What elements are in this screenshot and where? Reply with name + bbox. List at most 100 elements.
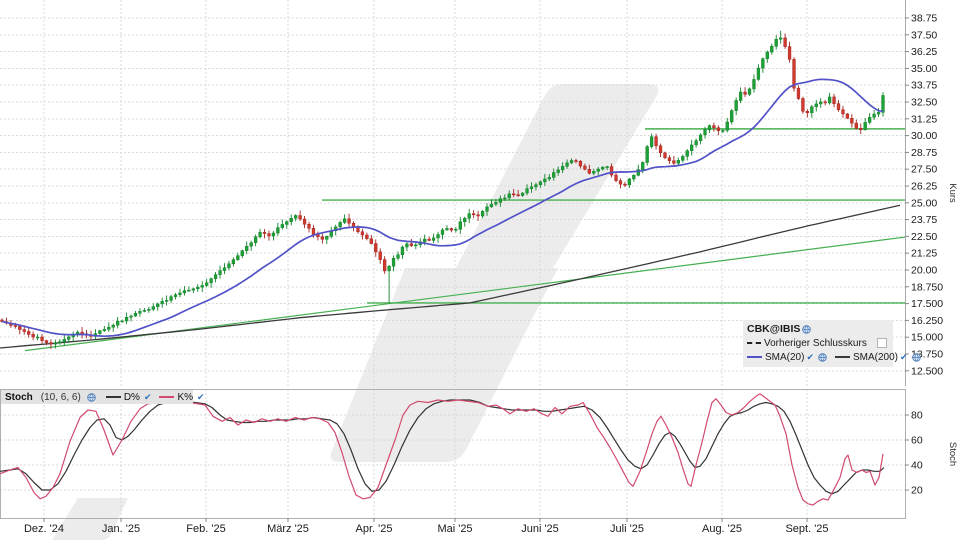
candle-body	[423, 238, 427, 243]
d-check-icon[interactable]: ✔	[143, 391, 152, 402]
candle-body	[859, 128, 863, 130]
chart-legend: CBK@IBIS Vorheriger Schlusskurs SMA(20) …	[743, 320, 921, 367]
candle-body	[538, 181, 543, 185]
candle-body	[507, 193, 511, 199]
candle-body	[476, 214, 480, 217]
time-tick-label: März '25	[267, 523, 309, 535]
candle-body	[445, 228, 449, 231]
legend-row-smas: SMA(20) ✔ SMA(200) ✔	[747, 350, 921, 364]
candle-body	[31, 334, 35, 338]
price-tick-label: 12.500	[911, 365, 943, 377]
globe-icon[interactable]	[87, 392, 96, 402]
candle-body	[552, 172, 556, 178]
candle-body	[249, 242, 253, 247]
candle-body	[578, 160, 583, 167]
candle-body	[227, 263, 231, 269]
k-series-label: K%	[177, 391, 194, 403]
candle-body	[262, 232, 267, 234]
candle-body	[276, 227, 280, 234]
price-tick-label: 18.750	[911, 281, 943, 293]
candle-body	[641, 162, 645, 170]
candle-body	[378, 251, 382, 260]
candle-body	[587, 169, 591, 174]
candle-body	[725, 121, 729, 131]
prev-close-checkbox[interactable]	[877, 338, 887, 348]
candle-body	[160, 300, 164, 305]
candle-body	[636, 169, 640, 176]
candle-body	[765, 51, 769, 59]
time-axis: Dez. '24 Jan. '25 Feb. '25 März '25 Apr. '25…	[24, 518, 829, 535]
price-tick-label: 38.75	[911, 13, 937, 25]
time-tick-label: Jan. '25	[102, 523, 140, 535]
candle-body	[240, 250, 244, 256]
candle-body	[547, 177, 551, 180]
candle-body	[298, 215, 302, 220]
time-tick-label: Juli '25	[610, 523, 644, 535]
time-tick-label: Apr. '25	[356, 523, 393, 535]
instrument-name: CBK@IBIS	[747, 323, 801, 335]
candle-body	[280, 224, 284, 228]
candle-body	[872, 113, 876, 118]
candle-body	[676, 160, 680, 164]
price-tick-label: 23.75	[911, 214, 937, 226]
prev-close-label: Vorheriger Schlusskurs	[764, 337, 867, 349]
candle-body	[267, 233, 271, 237]
candle-body	[164, 300, 169, 302]
price-tick-label: 36.25	[911, 46, 937, 58]
stoch-header: Stoch (10, 6, 6) D% ✔ K% ✔	[1, 390, 205, 404]
candle-body	[245, 245, 249, 251]
globe-icon[interactable]	[818, 352, 827, 362]
candle-body	[40, 336, 44, 341]
candle-body	[672, 160, 676, 164]
watermark-shape	[330, 268, 558, 462]
candle-body	[338, 222, 342, 228]
candle-body	[449, 228, 454, 231]
candle-body	[716, 127, 721, 131]
globe-icon[interactable]	[802, 324, 812, 334]
price-tick-label: 21.25	[911, 248, 937, 260]
candle-body	[485, 206, 489, 212]
k-line-sample	[159, 396, 175, 398]
candle-body	[756, 67, 761, 80]
candle-body	[156, 303, 160, 307]
candle-body	[294, 215, 298, 219]
k-check-icon[interactable]: ✔	[197, 391, 205, 402]
price-tick-label: 37.50	[911, 29, 937, 41]
candle-body	[779, 37, 783, 40]
sma20-check-icon[interactable]: ✔	[806, 351, 814, 362]
candle-body	[850, 118, 854, 124]
stoch-axis: 80 60 40 20	[905, 410, 923, 497]
candle-body	[556, 169, 560, 173]
candle-body	[129, 315, 133, 318]
candle-body	[431, 237, 436, 241]
candle-body	[147, 309, 151, 311]
candle-body	[792, 59, 796, 89]
candle-body	[400, 246, 405, 256]
candle-body	[302, 218, 307, 225]
candle-body	[173, 294, 178, 297]
candle-body	[236, 255, 240, 260]
candle-body	[836, 103, 841, 110]
candle-body	[694, 140, 698, 146]
candle-body	[609, 166, 614, 176]
candle-body	[196, 286, 200, 290]
sma200-check-icon[interactable]: ✔	[900, 351, 908, 362]
price-tick-label: 26.25	[911, 181, 937, 193]
candle-body	[107, 326, 111, 330]
stoch-params: (10, 6, 6)	[40, 391, 81, 403]
candle-body	[503, 197, 507, 200]
globe-icon[interactable]	[911, 352, 921, 362]
candle-body	[565, 162, 569, 167]
watermark	[52, 84, 659, 540]
candle-body	[18, 326, 22, 330]
candle-body	[827, 96, 832, 104]
candle-body	[436, 234, 440, 239]
sma20-line-sample	[747, 356, 762, 358]
candle-body	[169, 296, 173, 301]
candle-body	[601, 166, 605, 170]
candle-body	[623, 183, 627, 186]
candle-body	[480, 210, 485, 217]
candle-body	[770, 45, 774, 53]
candle-body	[387, 265, 391, 272]
